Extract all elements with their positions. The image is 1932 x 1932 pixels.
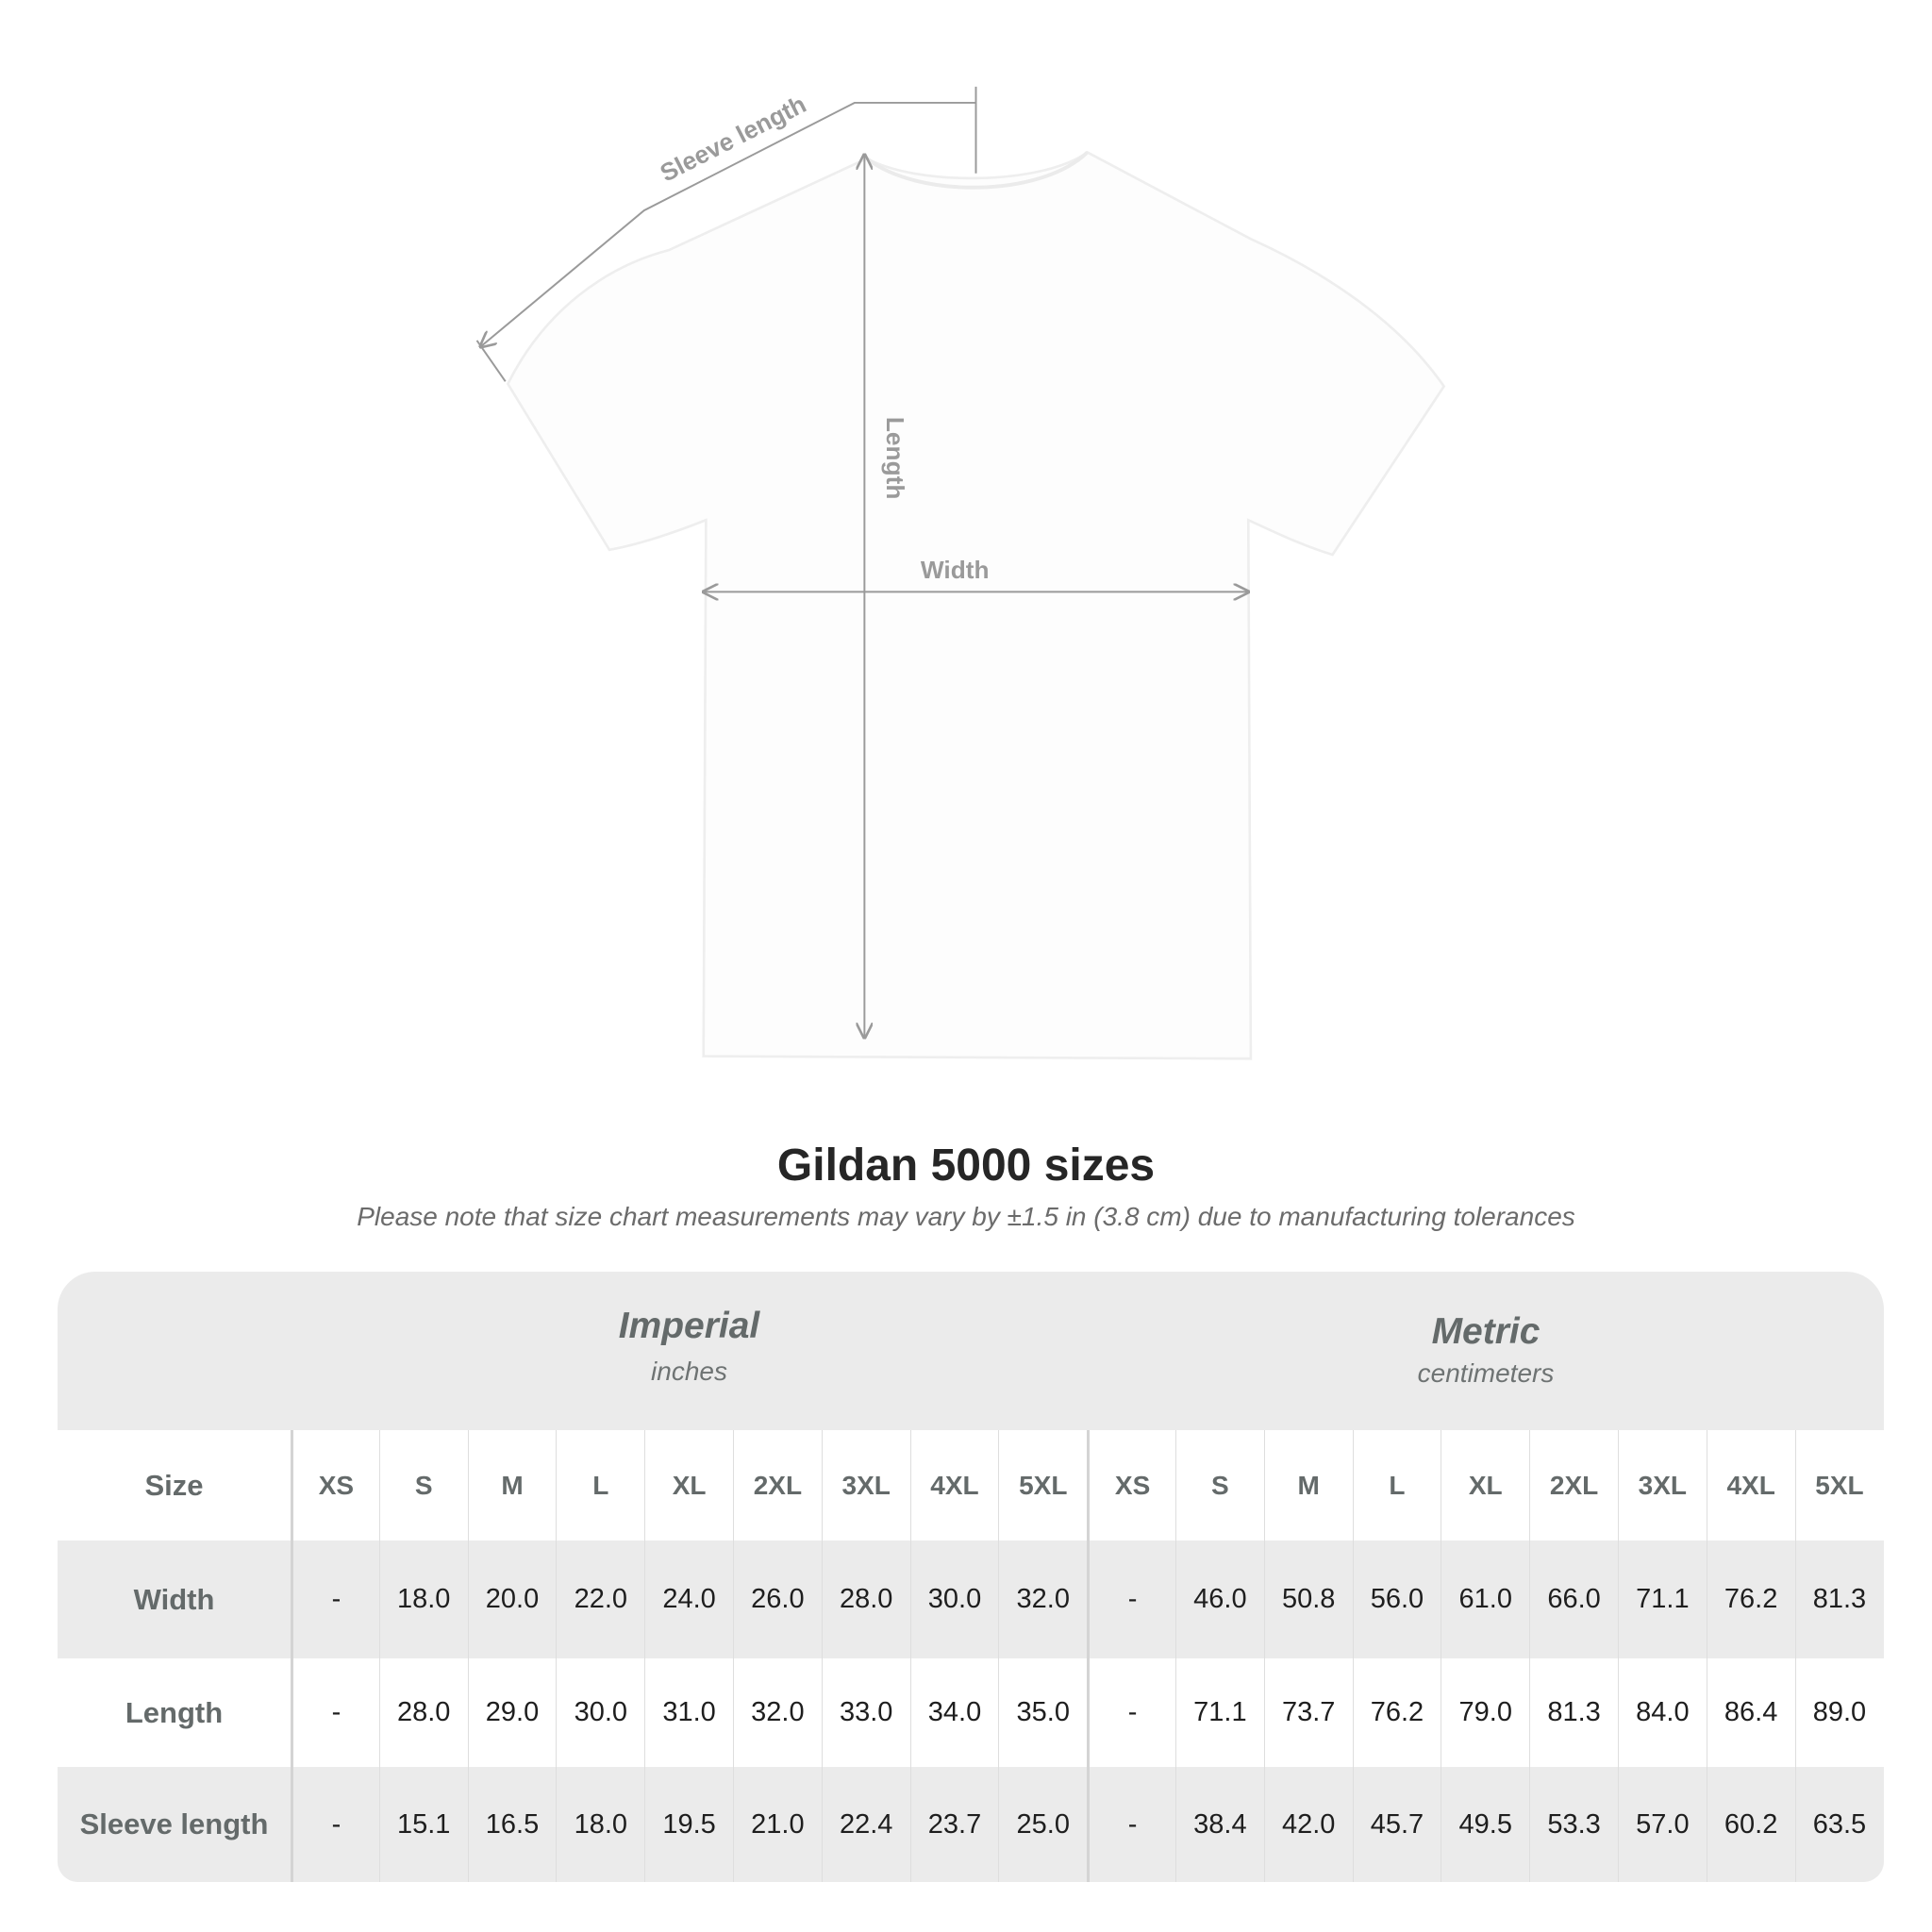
table-cell: 73.7 [1263,1658,1353,1767]
tshirt-shape [506,150,1446,1060]
imperial-unit: inches [651,1357,727,1386]
sleeve-length-arrow [480,101,976,347]
size-header-cell: M [467,1430,557,1541]
width-label: Width [921,556,990,584]
table-cell: 30.0 [556,1658,644,1767]
length-label: Length [881,417,909,499]
size-header-cell: 2XL [732,1430,822,1541]
table-row: Length -28.0 29.0 30.0 31.0 32.0 33.0 34.0 35.0-… [58,1658,1884,1767]
table-cell: 22.0 [556,1541,644,1658]
table-cell: 32.0 [732,1658,822,1767]
size-header-cell: XS [291,1430,379,1541]
table-cell: 33.0 [821,1658,910,1767]
table-cell: 38.4 [1174,1767,1264,1882]
table-cell: 42.0 [1263,1767,1353,1882]
table-cell: 28.0 [378,1658,468,1767]
size-header-row: Size XS S M L XL 2XL 3XL 4XL 5XL XS S M L XL 2XL 3XL 4XL 5… [58,1430,1884,1541]
table-cell: 45.7 [1352,1767,1441,1882]
metric-unit: centimeters [1417,1358,1555,1388]
table-cell: 46.0 [1174,1541,1264,1658]
size-header-cell: 2XL [1529,1430,1618,1541]
table-cell: 50.8 [1263,1541,1353,1658]
table-cell: 18.0 [556,1767,644,1882]
table-cell: - [291,1658,379,1767]
table-cell: 26.0 [732,1541,822,1658]
metric-label: Metric [1431,1311,1541,1352]
table-cell: 86.4 [1706,1658,1795,1767]
table-cell: 81.3 [1529,1658,1618,1767]
table-cell: 76.2 [1352,1658,1441,1767]
table-cell: 81.3 [1794,1541,1884,1658]
table-cell: 31.0 [644,1658,733,1767]
size-header-cell: XL [1441,1430,1529,1541]
table-cell: - [1087,1767,1175,1882]
table-cell: 18.0 [378,1541,468,1658]
table-cell: 63.5 [1794,1767,1884,1882]
row-label: Length [125,1695,224,1729]
page-title: Gildan 5000 sizes [776,1141,1156,1191]
size-header-cell: L [1352,1430,1441,1541]
table-cell: 89.0 [1794,1658,1884,1767]
table-row: Width -18.0 20.0 22.0 24.0 26.0 28.0 30.0 32.0-4… [58,1541,1884,1658]
table-cell: 79.0 [1441,1658,1529,1767]
table-cell: 84.0 [1617,1658,1707,1767]
tshirt-diagram: Sleeve length Length Width [475,86,1446,1060]
table-cell: 56.0 [1352,1541,1441,1658]
row-label: Size [144,1468,204,1502]
table-cell: 32.0 [998,1541,1087,1658]
table-cell: 49.5 [1441,1767,1529,1882]
table-cell: 53.3 [1529,1767,1618,1882]
table-cell: 34.0 [909,1658,999,1767]
tolerance-note: Please note that size chart measurements… [357,1202,1575,1231]
table-row: Sleeve length -15.1 16.5 18.0 19.5 21.0 22.4 23… [58,1767,1884,1882]
size-header-cell: 3XL [1617,1430,1707,1541]
row-label: Sleeve length [79,1807,269,1840]
table-cell: - [291,1767,379,1882]
sleeve-length-label: Sleeve length [656,90,810,188]
table-cell: 71.1 [1174,1658,1264,1767]
table-cell: 66.0 [1529,1541,1618,1658]
imperial-label: Imperial [618,1306,760,1346]
table-cell: 35.0 [998,1658,1087,1767]
size-header-cell: 5XL [998,1430,1087,1541]
table-cell: - [1087,1541,1175,1658]
size-header-cell: XS [1087,1430,1175,1541]
table-cell: 20.0 [467,1541,557,1658]
table-cell: 76.2 [1706,1541,1795,1658]
imperial-header: Imperial inches [291,1272,1088,1430]
table-cell: 71.1 [1617,1541,1707,1658]
table-cell: 16.5 [467,1767,557,1882]
row-label: Width [133,1582,215,1616]
size-table: Imperial inches Metric centimeters Size X… [58,1272,1884,1882]
table-cell: 29.0 [467,1658,557,1767]
metric-header: Metric centimeters [1088,1272,1884,1430]
table-cell: 19.5 [644,1767,733,1882]
table-cell: 23.7 [909,1767,999,1882]
table-cell: 25.0 [998,1767,1087,1882]
table-cell: 21.0 [732,1767,822,1882]
size-header-cell: L [556,1430,644,1541]
table-cell: 30.0 [909,1541,999,1658]
size-header-cell: M [1263,1430,1353,1541]
size-header-cell: S [1174,1430,1264,1541]
table-cell: - [1087,1658,1175,1767]
table-cell: 24.0 [644,1541,733,1658]
table-cell: 61.0 [1441,1541,1529,1658]
size-header-cell: 4XL [1706,1430,1795,1541]
size-header-cell: 4XL [909,1430,999,1541]
table-cell: 60.2 [1706,1767,1795,1882]
size-header-cell: 5XL [1794,1430,1884,1541]
size-header-cell: S [378,1430,468,1541]
size-header-cell: XL [644,1430,733,1541]
size-header-cell: 3XL [821,1430,910,1541]
table-cell: 28.0 [821,1541,910,1658]
table-cell: - [291,1541,379,1658]
table-cell: 22.4 [821,1767,910,1882]
table-cell: 15.1 [378,1767,468,1882]
table-cell: 57.0 [1617,1767,1707,1882]
